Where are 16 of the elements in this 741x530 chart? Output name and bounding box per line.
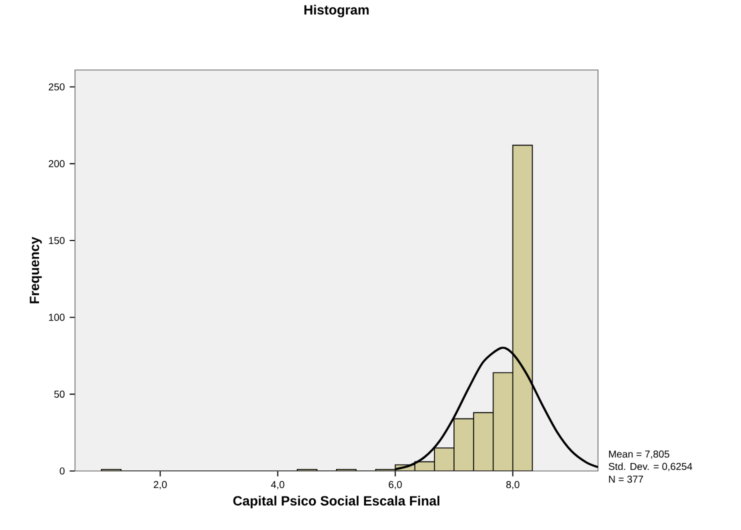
- y-tick-label: 200: [48, 160, 65, 168]
- x-tick-label: 6,0: [388, 481, 402, 490]
- text: N = 377: [609, 476, 644, 483]
- y-axis-title: Frequency: [30, 236, 42, 304]
- x-tick-label: 8,0: [506, 481, 520, 490]
- y-tick-label: 50: [54, 390, 65, 398]
- x-tick-label: 4,0: [271, 481, 284, 490]
- y-tick-label: 100: [49, 314, 65, 321]
- chart-title: Histogram: [304, 4, 369, 18]
- text: Std. Dev. = 0,6254: [608, 462, 692, 472]
- y-tick-label: 150: [49, 236, 65, 244]
- x-axis-title: Capital Psico Social Escala Final: [233, 496, 440, 508]
- y-tick-label: 0: [60, 467, 65, 475]
- text: Mean = 7,805: [609, 450, 670, 459]
- x-tick-label: 2,0: [154, 481, 167, 490]
- y-tick-label: 250: [48, 83, 65, 90]
